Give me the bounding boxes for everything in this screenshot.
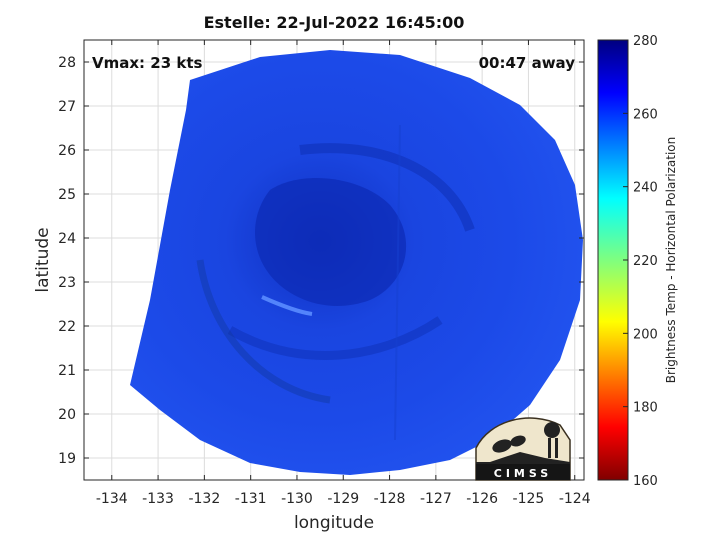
colorbar-tick-label: 180 [633, 401, 658, 416]
logo-banner [476, 464, 570, 480]
time-away-annotation: 00:47 away [479, 54, 576, 72]
warm-streak [261, 295, 313, 316]
colorbar-tick-label: 260 [633, 107, 658, 122]
y-tick-label: 19 [58, 451, 76, 467]
building-silhouette [476, 452, 570, 466]
x-tick-label: -129 [327, 491, 359, 507]
x-tick-label: -125 [513, 491, 545, 507]
cimss-logo: CIMSS [475, 417, 571, 481]
y-tick-label: 24 [58, 231, 76, 247]
x-tick-label: -127 [420, 491, 452, 507]
x-tick-label: -126 [466, 491, 498, 507]
x-tick-label: -133 [142, 491, 174, 507]
colorbar-tick-label: 200 [633, 327, 658, 342]
chart-title: Estelle: 22-Jul-2022 16:45:00 [203, 13, 465, 32]
water-tower-leg [548, 438, 551, 458]
y-tick-label: 23 [58, 275, 76, 291]
x-tick-label: -130 [281, 491, 313, 507]
plot-border [83, 39, 585, 481]
y-axis-ticks: 28 27 26 25 24 23 22 21 20 19 [58, 55, 584, 467]
y-tick-label: 27 [58, 99, 76, 115]
y-tick-label: 20 [58, 407, 76, 423]
x-tick-label: -132 [188, 491, 220, 507]
logo-text: CIMSS [494, 467, 552, 480]
x-tick-label: -128 [374, 491, 406, 507]
brightness-temp-swath [130, 50, 583, 475]
x-tick-label: -134 [96, 491, 128, 507]
y-tick-label: 22 [58, 319, 76, 335]
vmax-annotation: Vmax: 23 kts [92, 54, 202, 72]
spiral-band [196, 259, 331, 404]
satellite-dish-icon [510, 435, 526, 447]
colorbar-tick-label: 240 [633, 181, 658, 196]
y-tick-label: 25 [58, 187, 76, 203]
y-axis-label: latitude [33, 227, 53, 292]
spiral-band [227, 316, 443, 360]
colorbar-tick-label: 280 [633, 34, 658, 49]
colorbar-tick-label: 160 [633, 474, 658, 489]
colorbar-tick-label: 220 [633, 254, 658, 269]
y-tick-label: 28 [58, 55, 76, 71]
swath-seam [394, 124, 401, 441]
water-tower-icon [544, 422, 560, 438]
colorbar-label: Brightness Temp - Horizontal Polarizatio… [664, 137, 678, 384]
y-tick-label: 26 [58, 143, 76, 159]
x-axis-label: longitude [294, 513, 374, 533]
colorbar-ticks: 280 260 240 220 200 180 160 [623, 34, 658, 489]
x-axis-ticks: -134 -133 -132 -131 -130 -129 -128 -127 -126 -125… [96, 40, 591, 507]
water-tower-leg [555, 438, 558, 458]
satellite-dish-icon [492, 439, 512, 453]
spiral-band [299, 143, 475, 232]
x-tick-label: -131 [235, 491, 267, 507]
storm-core [255, 178, 407, 306]
y-tick-label: 21 [58, 363, 76, 379]
x-tick-label: -124 [559, 491, 591, 507]
